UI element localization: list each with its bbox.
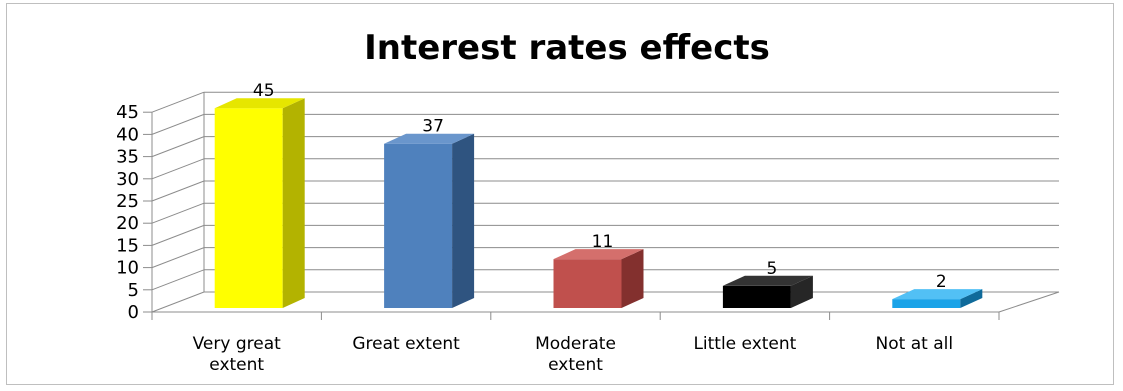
gridline-side <box>151 224 205 246</box>
bar-top <box>553 249 644 260</box>
y-tick-label: 10 <box>116 258 139 279</box>
gridline-side <box>151 158 205 180</box>
x-category-label: Very great extent <box>193 334 282 375</box>
bar-top <box>722 275 813 286</box>
chart-canvas: Interest rates effects 05101520253035404… <box>116 28 1060 375</box>
bar-front <box>722 285 791 308</box>
bar-front <box>553 259 622 308</box>
chart-title: Interest rates effects <box>364 28 770 68</box>
y-tick-label: 30 <box>116 169 139 190</box>
x-category-label: Moderate extent <box>535 334 616 375</box>
y-tick-label: 5 <box>128 280 139 301</box>
bar <box>384 133 475 308</box>
y-tick-label: 15 <box>116 235 139 256</box>
bar-side <box>282 98 305 308</box>
bar-front <box>214 108 283 308</box>
y-tick-label: 0 <box>128 302 139 323</box>
data-label: 11 <box>592 232 614 252</box>
bar-top <box>384 133 475 144</box>
x-axis-categories: Very great extent Great extent Moderate exte… <box>193 334 953 375</box>
x-category-label: Great extent <box>352 334 460 354</box>
bar-side <box>452 133 475 308</box>
y-tick-label: 40 <box>116 124 139 145</box>
data-label-layer: 45 37 11 5 2 <box>253 81 947 292</box>
gridline-side <box>151 180 205 202</box>
y-tick-label: 45 <box>116 102 139 123</box>
bar <box>722 275 813 308</box>
bar-top <box>892 289 983 300</box>
bar-top <box>214 98 305 109</box>
bar <box>553 249 644 308</box>
data-label: 5 <box>766 259 777 279</box>
bar-side <box>790 275 813 308</box>
data-label: 45 <box>253 81 275 101</box>
bar <box>892 289 983 308</box>
x-category-label: Little extent <box>693 334 796 354</box>
y-tick-label: 25 <box>116 191 139 212</box>
bar-side <box>621 249 644 308</box>
y-tick-label: 20 <box>116 213 139 234</box>
gridline-side <box>151 91 205 113</box>
gridline-side <box>151 291 205 313</box>
bar-layer <box>214 98 983 308</box>
gridline-side <box>151 247 205 269</box>
floor-right-edge <box>998 291 1060 313</box>
chart-frame: Interest rates effects 0 5 10 15 20 25 30 35 40 4… <box>6 3 1114 385</box>
data-label: 37 <box>422 117 444 137</box>
y-tick-label: 35 <box>116 147 139 168</box>
data-label: 2 <box>936 272 947 292</box>
grid-layer <box>151 91 1060 320</box>
bar-front <box>384 143 453 308</box>
x-category-label: Not at all <box>876 334 954 354</box>
gridline-side <box>151 113 205 135</box>
gridline-side <box>151 269 205 291</box>
bar-front <box>892 299 961 308</box>
bar <box>214 98 305 308</box>
gridline-side <box>151 202 205 224</box>
bar-side <box>960 289 983 308</box>
gridline-side <box>151 136 205 158</box>
